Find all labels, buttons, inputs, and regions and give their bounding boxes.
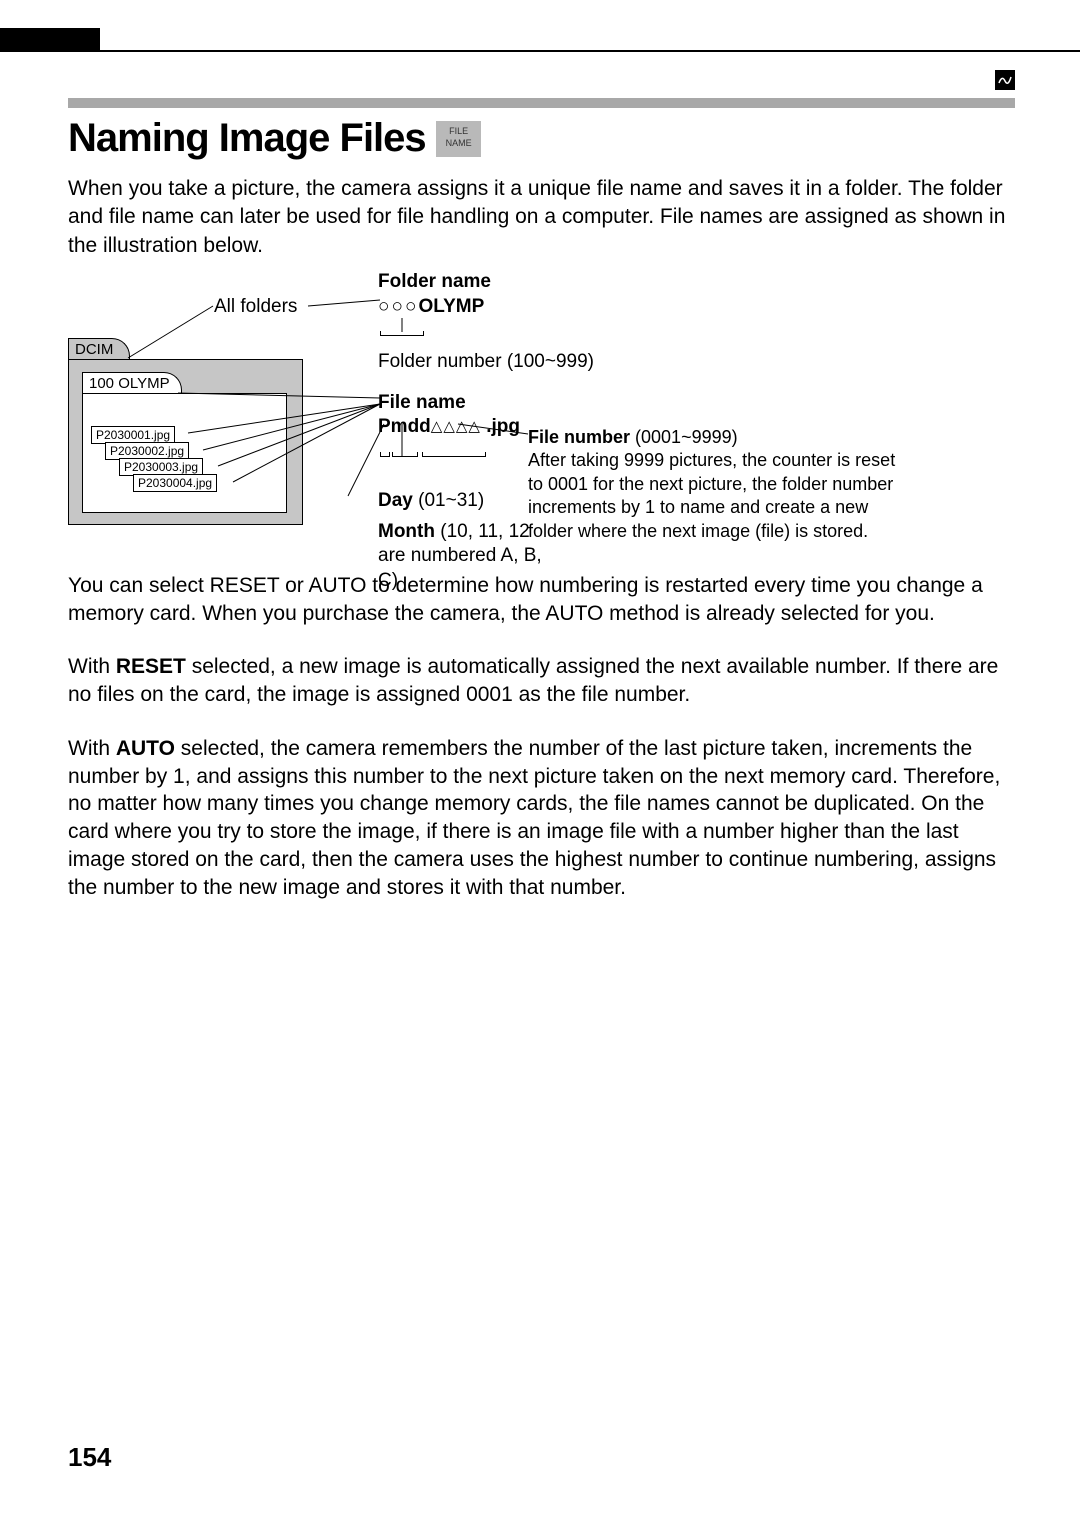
folder-olymp-text: OLYMP	[418, 296, 484, 317]
month-bold: Month	[378, 521, 435, 542]
all-folders-label: All folders	[214, 296, 297, 318]
playback-icon	[995, 70, 1015, 90]
header-black-tab	[0, 28, 100, 50]
page-content: Naming Image Files FILENAME When you tak…	[68, 116, 1015, 927]
file-number-block: File number (0001~9999) After taking 999…	[528, 426, 908, 543]
olymp-folder: P2030001.jpg P2030002.jpg P2030003.jpg P…	[82, 393, 287, 513]
page-title: Naming Image Files	[68, 116, 426, 161]
file-name-icon: FILENAME	[436, 121, 481, 157]
file-number-heading: File number (0001~9999)	[528, 426, 908, 449]
folder-name-label: Folder name	[378, 270, 594, 295]
file-number-triangles: △△△△	[431, 417, 481, 437]
day-bold: Day	[378, 490, 413, 511]
file-number-desc: After taking 9999 pictures, the counter …	[528, 449, 908, 543]
para3-rest: selected, the camera remembers the numbe…	[68, 737, 1000, 899]
page-number: 154	[68, 1442, 111, 1473]
header-rule	[0, 50, 1080, 52]
section-grey-bar	[68, 98, 1015, 108]
intro-paragraph: When you take a picture, the camera assi…	[68, 175, 1015, 260]
file-item: P2030004.jpg	[133, 474, 217, 492]
para3-prefix: With	[68, 737, 116, 760]
para2-bold: RESET	[116, 655, 186, 678]
jpg-text: .jpg	[486, 416, 520, 437]
body-text: You can select RESET or AUTO to determin…	[68, 572, 1015, 901]
paragraph-auto: With AUTO selected, the camera remembers…	[68, 735, 1015, 901]
olymp-tab: 100 OLYMP	[82, 372, 182, 394]
folder-number-circles: ○○○	[378, 295, 418, 320]
file-number-bold: File number	[528, 427, 630, 447]
folder-name-value: ○○○OLYMP	[378, 295, 594, 320]
paragraph-reset: With RESET selected, a new image is auto…	[68, 653, 1015, 708]
file-number-range: (0001~9999)	[635, 427, 738, 447]
file-name-label: File name	[378, 391, 594, 416]
para3-bold: AUTO	[116, 737, 175, 760]
dcim-tab: DCIM	[68, 338, 130, 360]
para2-prefix: With	[68, 655, 116, 678]
naming-diagram: All folders DCIM 100 OLYMP P2030001.jpg …	[68, 278, 1015, 548]
folder-number-label: Folder number (100~999)	[378, 350, 594, 375]
pmdd-text: Pmdd	[378, 416, 431, 437]
day-range: (01~31)	[418, 490, 484, 511]
para2-rest: selected, a new image is automatically a…	[68, 655, 998, 706]
